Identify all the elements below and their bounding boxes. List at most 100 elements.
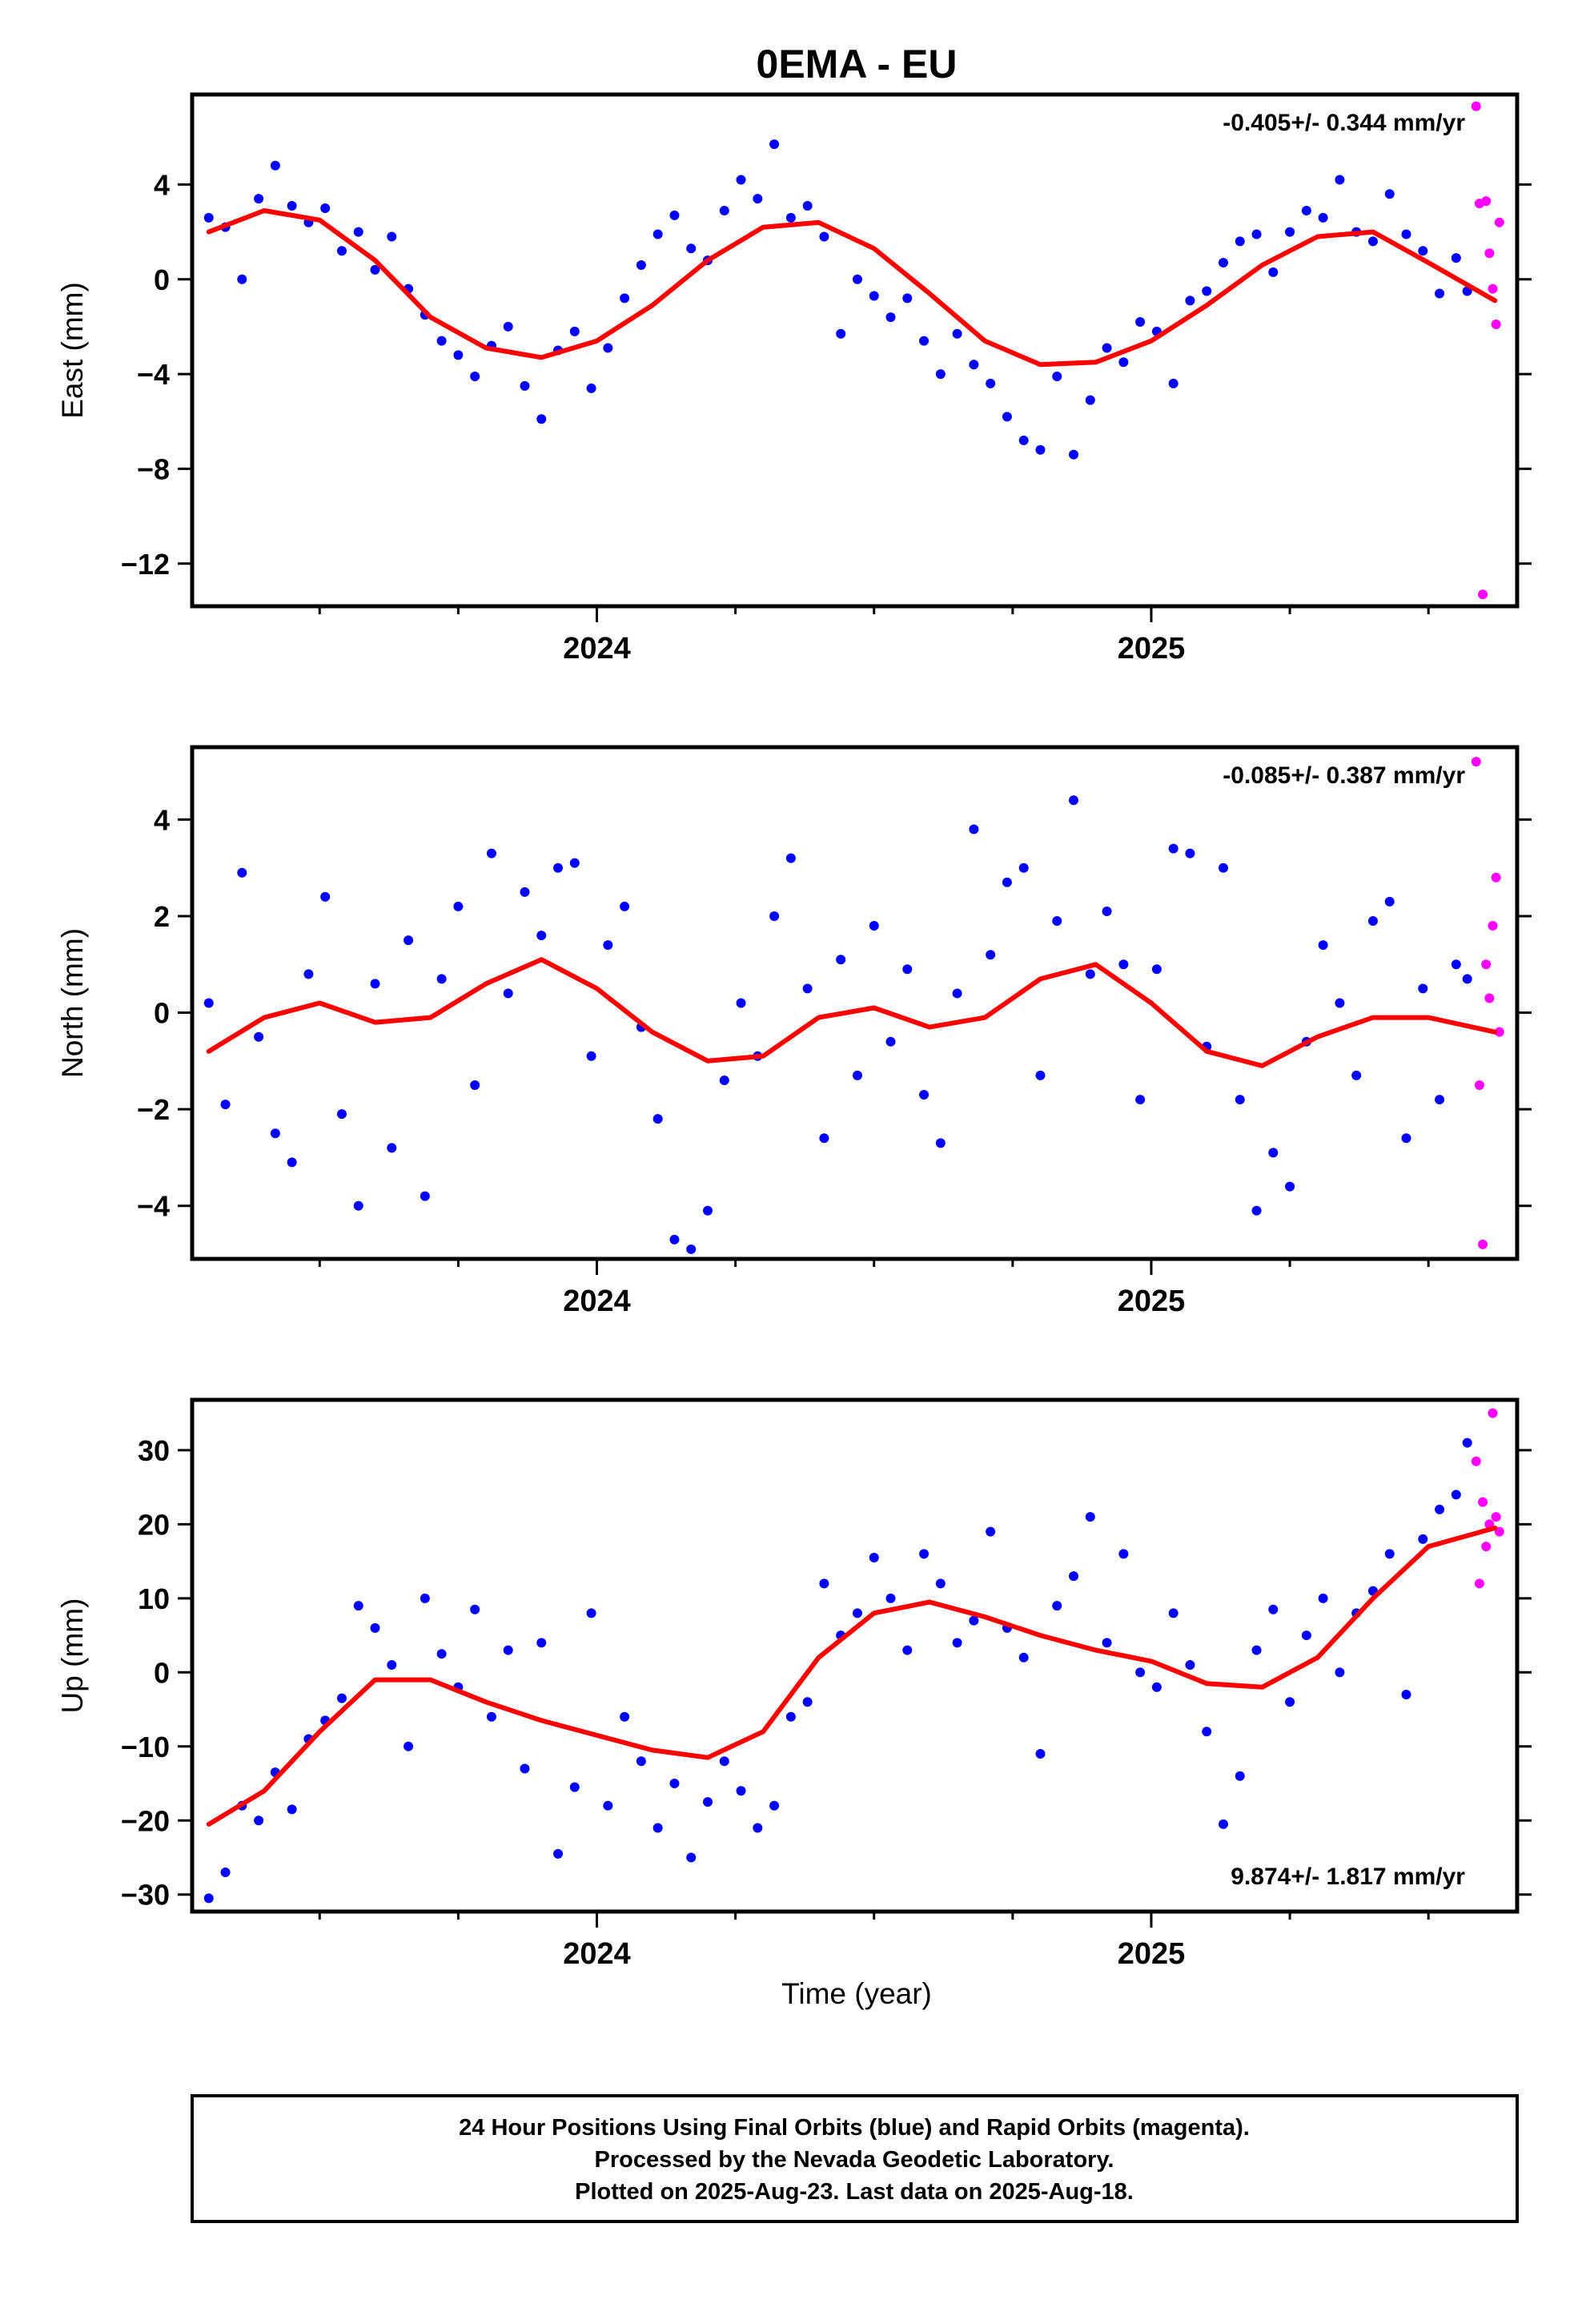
data-point — [1235, 236, 1245, 247]
x-tick-label: 2024 — [563, 1937, 631, 1971]
data-point — [1474, 1080, 1484, 1090]
data-point — [686, 1852, 697, 1863]
data-point — [869, 921, 879, 931]
y-tick-label: −4 — [137, 358, 170, 391]
data-point — [1185, 296, 1195, 306]
data-point — [686, 1244, 697, 1254]
plot-frame — [190, 745, 1520, 1261]
data-point — [1285, 1181, 1295, 1192]
data-point — [1451, 959, 1461, 970]
data-point — [404, 935, 414, 946]
data-point — [1478, 589, 1488, 600]
data-point — [1218, 862, 1228, 873]
data-point — [503, 1645, 513, 1655]
data-point — [719, 1075, 729, 1085]
plot-frame — [190, 92, 1520, 609]
data-point — [1471, 101, 1481, 111]
data-point — [536, 931, 547, 941]
data-point — [1285, 227, 1295, 237]
data-point — [852, 1608, 862, 1618]
data-point — [1102, 343, 1112, 353]
data-point — [1168, 843, 1178, 854]
data-point — [952, 328, 962, 339]
data-point — [420, 1191, 430, 1201]
data-point — [1251, 1205, 1262, 1216]
x-tick-label: 2025 — [1118, 1937, 1186, 1971]
data-point — [1418, 246, 1428, 256]
rate-annotation: -0.405+/- 0.344 mm/yr — [1223, 110, 1465, 136]
data-point — [902, 1645, 913, 1655]
data-point — [1481, 1542, 1492, 1552]
data-point — [1478, 1497, 1488, 1507]
data-point — [503, 321, 513, 332]
x-tick-label: 2024 — [563, 632, 631, 665]
data-point — [819, 1578, 829, 1589]
data-point — [1418, 983, 1428, 994]
data-point — [1168, 378, 1178, 388]
data-point — [303, 969, 314, 979]
data-point — [736, 998, 746, 1008]
data-point — [869, 291, 879, 301]
data-point — [436, 1649, 447, 1659]
y-tick-label: −30 — [121, 1879, 170, 1912]
data-point — [237, 867, 247, 878]
data-point — [254, 194, 264, 204]
data-point — [1481, 959, 1492, 970]
y-axis-label: Up (mm) — [56, 1598, 89, 1714]
data-point — [969, 360, 979, 370]
data-point — [1401, 1133, 1411, 1144]
data-point — [370, 979, 380, 989]
data-point — [1318, 940, 1328, 951]
data-point — [852, 1070, 862, 1080]
data-point — [769, 911, 780, 921]
data-point — [387, 231, 397, 242]
data-point — [1462, 1437, 1472, 1448]
data-point — [1118, 959, 1129, 970]
data-point — [370, 1622, 380, 1633]
data-point — [1367, 236, 1378, 247]
data-point — [669, 1234, 680, 1244]
data-point — [736, 175, 746, 185]
data-point — [1384, 896, 1395, 907]
data-point — [1052, 1601, 1062, 1611]
data-point — [686, 243, 697, 254]
data-point — [1018, 862, 1029, 873]
data-point — [1435, 1504, 1445, 1514]
data-point — [536, 1638, 547, 1648]
data-point — [1085, 969, 1095, 979]
data-point — [336, 1109, 347, 1120]
data-point — [652, 1114, 663, 1124]
data-point — [919, 1549, 930, 1559]
data-point — [902, 964, 913, 975]
data-point — [969, 824, 979, 834]
y-tick-label: 4 — [154, 803, 170, 836]
data-point — [1118, 357, 1129, 368]
data-point — [203, 212, 214, 223]
y-tick-label: 20 — [138, 1508, 170, 1541]
data-point — [1488, 921, 1498, 931]
data-point — [952, 1638, 962, 1648]
data-point — [1069, 1571, 1079, 1582]
data-point — [836, 955, 846, 965]
data-point — [1235, 1095, 1245, 1105]
data-point — [702, 1797, 713, 1807]
data-point — [1268, 1604, 1279, 1614]
data-point — [1085, 1512, 1095, 1522]
data-point — [935, 369, 946, 380]
data-point — [636, 1756, 646, 1767]
data-point — [420, 1593, 430, 1603]
data-point — [353, 1601, 363, 1611]
data-point — [736, 1786, 746, 1796]
data-point — [1251, 1645, 1262, 1655]
data-point — [1474, 1578, 1484, 1589]
plot-frame — [190, 1397, 1520, 1914]
data-point — [1018, 435, 1029, 445]
data-point — [669, 210, 680, 220]
data-point — [1401, 1690, 1411, 1700]
data-point — [753, 194, 763, 204]
data-point — [404, 1741, 414, 1751]
data-point — [1367, 916, 1378, 927]
data-point — [203, 998, 214, 1008]
y-tick-label: −2 — [137, 1093, 170, 1126]
